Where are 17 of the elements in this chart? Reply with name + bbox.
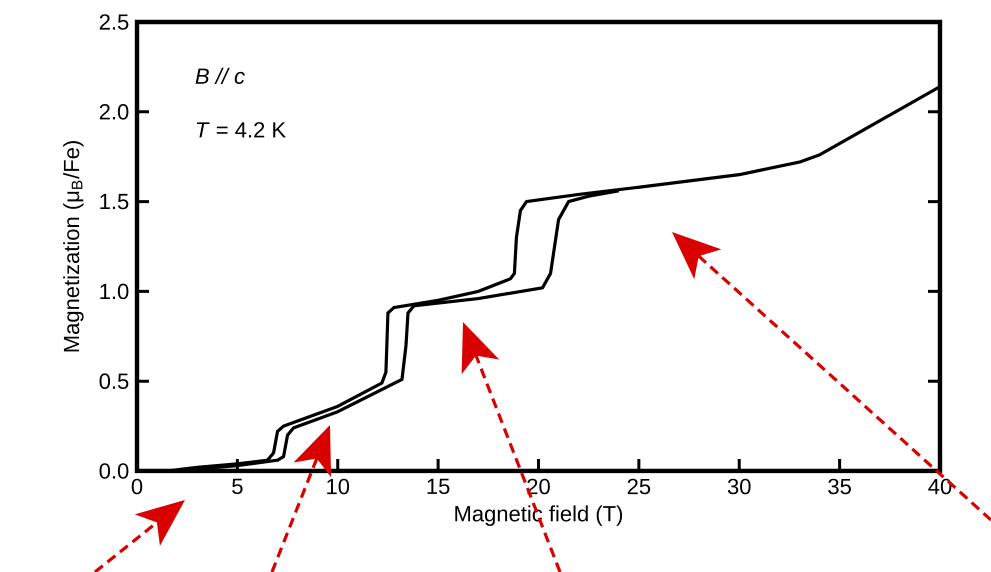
x-tick-label: 30: [728, 478, 751, 494]
x-tick-label: 10: [327, 478, 350, 494]
y-tick-label: 2.0: [100, 104, 128, 120]
y-axis-title: Magnetization (μ$_{B}$/Fe): [63, 141, 84, 352]
y-tick-label: 1.0: [100, 284, 128, 300]
x-tick-label: 35: [828, 478, 851, 494]
y-tick-label: 0.0: [100, 463, 128, 479]
x-axis-title: Magnetic field (T): [455, 505, 622, 526]
x-tick-label: 0: [132, 478, 142, 494]
annotation: B // c: [196, 68, 245, 84]
annotation: T = 4.2 K: [196, 122, 286, 138]
x-tick-label: 25: [628, 478, 650, 494]
y-tick-label: 0.5: [100, 373, 128, 389]
x-tick-label: 5: [232, 478, 243, 494]
y-tick-label: 1.5: [100, 194, 128, 210]
x-tick-label: 15: [428, 478, 450, 494]
y-tick-label: 2.5: [100, 14, 128, 30]
